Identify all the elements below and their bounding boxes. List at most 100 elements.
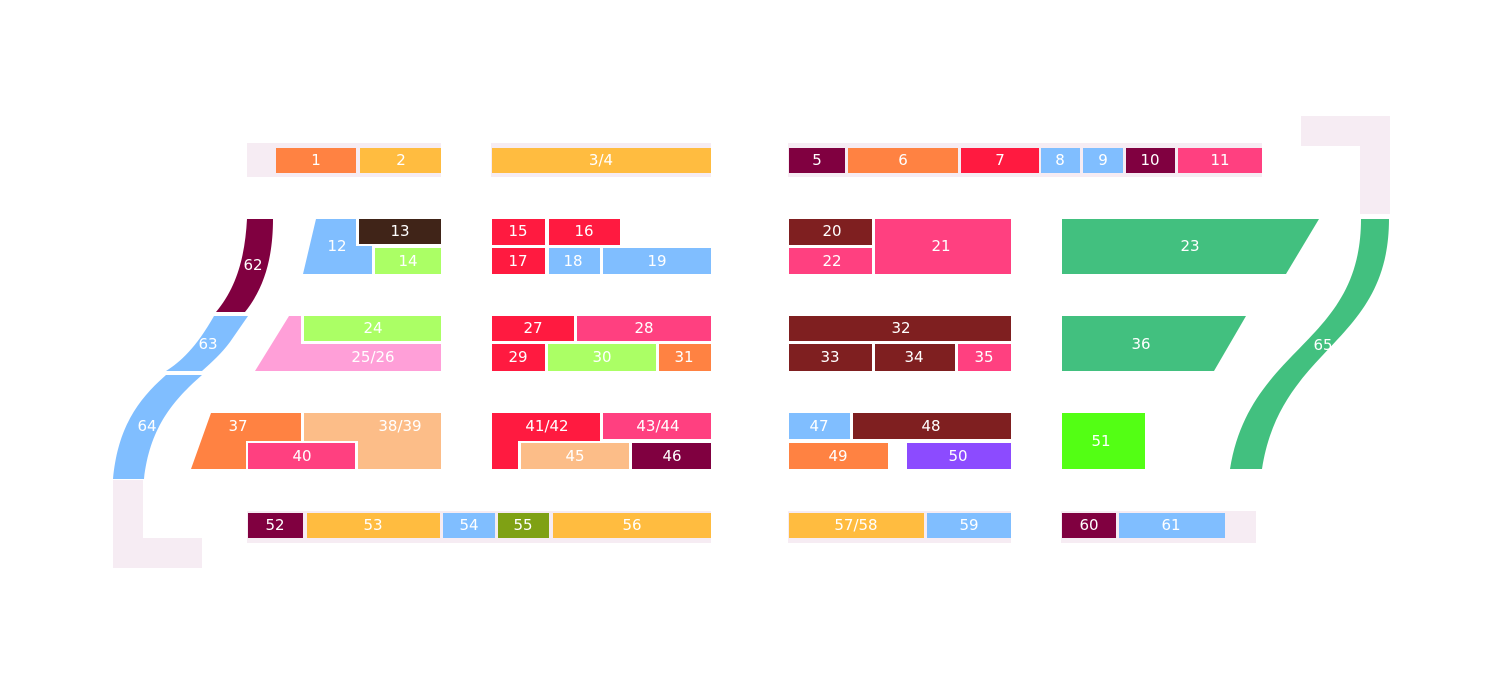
block-64[interactable] [113,375,202,479]
block-57-58[interactable] [789,513,924,538]
block-62[interactable] [216,219,273,312]
block-65[interactable] [1230,219,1389,469]
label-63: 63 [198,335,217,353]
label-22: 22 [822,252,841,270]
block-31[interactable] [659,344,711,371]
block-38-39[interactable] [304,413,441,469]
block-61[interactable] [1119,513,1225,538]
block-2[interactable] [360,148,441,173]
label-54: 54 [459,516,478,534]
label-50: 50 [948,447,967,465]
label-18: 18 [563,252,582,270]
label-23: 23 [1180,237,1199,255]
label-65: 65 [1313,336,1332,354]
block-46[interactable] [632,443,711,469]
block-54[interactable] [443,513,495,538]
label-2: 2 [396,151,406,169]
label-6: 6 [898,151,908,169]
block-63[interactable] [166,316,248,371]
label-12: 12 [327,237,346,255]
block-41-42[interactable] [492,413,600,469]
block-22[interactable] [789,248,872,274]
label-25-26: 25/26 [351,348,394,366]
block-23[interactable] [1062,219,1319,274]
block-55[interactable] [498,513,549,538]
block-9[interactable] [1083,148,1123,173]
label-46: 46 [662,447,681,465]
block-21[interactable] [875,219,1011,274]
label-15: 15 [508,222,527,240]
block-47[interactable] [789,413,850,439]
block-56[interactable] [553,513,711,538]
block-18[interactable] [549,248,600,274]
block-12[interactable] [303,219,372,274]
label-21: 21 [931,237,950,255]
sections [113,148,1389,538]
label-51: 51 [1091,432,1110,450]
block-19[interactable] [603,248,711,274]
label-41-42: 41/42 [525,417,568,435]
label-38-39: 38/39 [378,417,421,435]
block-49[interactable] [789,443,888,469]
block-7[interactable] [961,148,1039,173]
block-35[interactable] [958,344,1011,371]
label-36: 36 [1131,335,1150,353]
label-56: 56 [622,516,641,534]
block-32[interactable] [789,316,1011,341]
block-48[interactable] [853,413,1011,439]
block-6[interactable] [848,148,958,173]
block-10[interactable] [1126,148,1175,173]
block-43-44[interactable] [603,413,711,439]
block-45[interactable] [521,443,629,469]
block-1[interactable] [276,148,356,173]
block-11[interactable] [1178,148,1262,173]
block-37[interactable] [191,413,301,469]
label-17: 17 [508,252,527,270]
label-19: 19 [647,252,666,270]
block-40[interactable] [248,443,355,469]
block-16[interactable] [549,219,620,245]
block-5[interactable] [789,148,845,173]
block-59[interactable] [927,513,1011,538]
block-8[interactable] [1041,148,1080,173]
label-31: 31 [674,348,693,366]
label-57-58: 57/58 [834,516,877,534]
label-33: 33 [820,348,839,366]
label-5: 5 [812,151,822,169]
block-53[interactable] [307,513,440,538]
block-17[interactable] [492,248,545,274]
label-29: 29 [508,348,527,366]
label-45: 45 [565,447,584,465]
label-7: 7 [995,151,1005,169]
block-50[interactable] [907,443,1011,469]
label-53: 53 [363,516,382,534]
label-59: 59 [959,516,978,534]
block-33[interactable] [789,344,872,371]
label-62: 62 [243,256,262,274]
block-3-4[interactable] [492,148,711,173]
block-27[interactable] [492,316,574,341]
block-34[interactable] [875,344,955,371]
label-64: 64 [137,417,156,435]
block-51[interactable] [1062,413,1145,469]
block-14[interactable] [375,248,441,274]
label-55: 55 [513,516,532,534]
block-28[interactable] [577,316,711,341]
block-36[interactable] [1062,316,1246,371]
label-43-44: 43/44 [636,417,679,435]
label-27: 27 [523,319,542,337]
label-30: 30 [592,348,611,366]
block-30[interactable] [548,344,656,371]
block-13[interactable] [359,219,441,244]
block-25-26[interactable] [255,316,441,371]
label-49: 49 [828,447,847,465]
block-24[interactable] [304,316,441,341]
block-52[interactable] [248,513,303,538]
label-34: 34 [904,348,923,366]
block-20[interactable] [789,219,872,245]
block-29[interactable] [492,344,545,371]
block-15[interactable] [492,219,545,245]
block-60[interactable] [1062,513,1116,538]
label-60: 60 [1079,516,1098,534]
